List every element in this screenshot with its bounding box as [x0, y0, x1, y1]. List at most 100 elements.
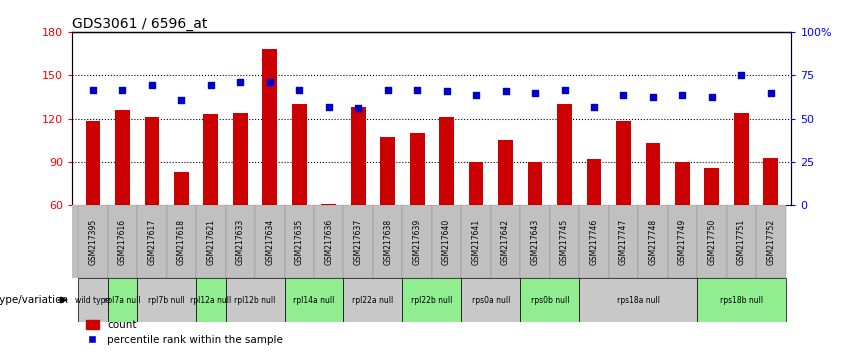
Bar: [580, 205, 608, 278]
Bar: [756, 205, 785, 278]
Bar: [314, 205, 344, 278]
Text: rps0b null: rps0b null: [530, 296, 569, 304]
Bar: [608, 205, 638, 278]
Bar: [403, 278, 461, 322]
Bar: [646, 143, 660, 205]
Text: GSM217746: GSM217746: [590, 218, 598, 265]
Bar: [108, 205, 137, 278]
Bar: [196, 205, 226, 278]
Text: GSM217639: GSM217639: [413, 218, 421, 265]
Point: [587, 104, 601, 110]
Point: [204, 82, 218, 88]
Point: [410, 87, 424, 92]
Text: GDS3061 / 6596_at: GDS3061 / 6596_at: [72, 17, 208, 31]
Text: rpl12a null: rpl12a null: [191, 296, 231, 304]
Point: [499, 88, 512, 94]
Text: GSM217638: GSM217638: [383, 218, 392, 265]
Point: [764, 90, 778, 96]
Bar: [675, 162, 690, 205]
Bar: [403, 205, 431, 278]
Text: rpl22b null: rpl22b null: [411, 296, 453, 304]
Bar: [373, 205, 403, 278]
Bar: [78, 278, 108, 322]
Bar: [226, 278, 284, 322]
Text: GSM217634: GSM217634: [266, 218, 274, 265]
Bar: [196, 278, 226, 322]
Bar: [174, 172, 189, 205]
Bar: [763, 158, 778, 205]
Bar: [528, 162, 542, 205]
Bar: [167, 205, 196, 278]
Point: [116, 87, 129, 92]
Bar: [380, 137, 395, 205]
Point: [734, 73, 748, 78]
Point: [557, 87, 571, 92]
Bar: [115, 110, 130, 205]
Text: GSM217617: GSM217617: [147, 218, 157, 265]
Text: GSM217752: GSM217752: [766, 218, 775, 265]
Point: [293, 87, 306, 92]
Bar: [697, 205, 727, 278]
Text: GSM217635: GSM217635: [294, 218, 304, 265]
Bar: [550, 205, 580, 278]
Bar: [284, 205, 314, 278]
Legend: count, percentile rank within the sample: count, percentile rank within the sample: [86, 320, 283, 345]
Bar: [439, 117, 454, 205]
Point: [528, 90, 542, 96]
Point: [646, 94, 660, 100]
Bar: [292, 104, 306, 205]
Point: [705, 94, 718, 100]
Text: GSM217748: GSM217748: [648, 218, 658, 265]
Bar: [668, 205, 697, 278]
Bar: [344, 205, 373, 278]
Bar: [557, 104, 572, 205]
Bar: [137, 205, 167, 278]
Point: [233, 80, 247, 85]
Text: rpl22a null: rpl22a null: [352, 296, 393, 304]
Bar: [262, 49, 277, 205]
Bar: [580, 278, 697, 322]
Bar: [469, 162, 483, 205]
Point: [351, 105, 365, 111]
Bar: [226, 205, 255, 278]
Bar: [108, 278, 137, 322]
Text: rpl7b null: rpl7b null: [148, 296, 185, 304]
Text: GSM217621: GSM217621: [206, 219, 215, 264]
Text: GSM217747: GSM217747: [619, 218, 628, 265]
Point: [263, 80, 277, 85]
Bar: [638, 205, 668, 278]
Text: GSM217616: GSM217616: [118, 218, 127, 265]
Bar: [520, 205, 550, 278]
Text: GSM217637: GSM217637: [354, 218, 363, 265]
Point: [440, 88, 454, 94]
Text: rps0a null: rps0a null: [471, 296, 510, 304]
Point: [676, 93, 689, 98]
Point: [86, 87, 100, 92]
Text: rpl14a null: rpl14a null: [294, 296, 334, 304]
Bar: [734, 113, 749, 205]
Bar: [322, 204, 336, 205]
Point: [469, 93, 483, 98]
Text: GSM217641: GSM217641: [471, 218, 481, 265]
Bar: [498, 140, 513, 205]
Text: rpl7a null: rpl7a null: [104, 296, 140, 304]
Text: GSM217618: GSM217618: [177, 219, 186, 264]
Bar: [520, 278, 580, 322]
Bar: [727, 205, 756, 278]
Bar: [432, 205, 461, 278]
Text: GSM217643: GSM217643: [530, 218, 540, 265]
Point: [146, 82, 159, 88]
Bar: [351, 107, 366, 205]
Bar: [410, 133, 425, 205]
Bar: [86, 121, 100, 205]
Text: GSM217640: GSM217640: [443, 218, 451, 265]
Point: [381, 87, 395, 92]
Bar: [616, 121, 631, 205]
Text: GSM217633: GSM217633: [236, 218, 245, 265]
Bar: [461, 278, 520, 322]
Text: GSM217642: GSM217642: [501, 218, 510, 265]
Point: [617, 93, 631, 98]
Bar: [137, 278, 196, 322]
Bar: [705, 168, 719, 205]
Text: GSM217636: GSM217636: [324, 218, 334, 265]
